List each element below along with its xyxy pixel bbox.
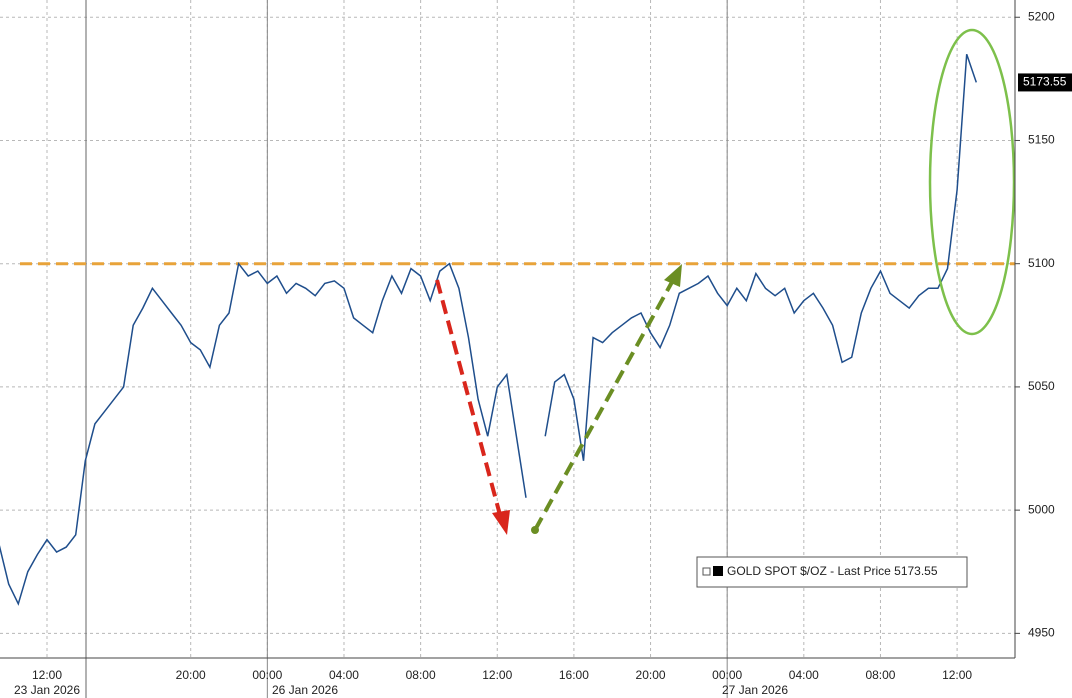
x-tick-label: 12:00: [482, 668, 512, 682]
x-tick-label: 04:00: [329, 668, 359, 682]
highlight-ellipse: [928, 28, 1016, 336]
price-line: [0, 261, 527, 606]
x-date-label: 26 Jan 2026: [272, 683, 338, 697]
x-tick-label: 20:00: [176, 668, 206, 682]
last-price-tag: [1018, 73, 1072, 92]
x-tick-label: 08:00: [865, 668, 895, 682]
down-arrow: [435, 279, 502, 516]
x-tick-label: 20:00: [636, 668, 666, 682]
plot: [0, 53, 1015, 606]
down-arrowhead: [492, 510, 510, 535]
legend-swatch: [713, 566, 723, 576]
x-tick-label: 00:00: [252, 668, 282, 682]
last-price-label: 5173.55: [1023, 75, 1067, 89]
x-tick-label: 08:00: [406, 668, 436, 682]
x-tick-label: 00:00: [712, 668, 742, 682]
arrow-origin: [531, 526, 539, 534]
x-tick-label: 12:00: [942, 668, 972, 682]
y-tick-label: 5050: [1028, 379, 1055, 393]
x-tick-label: 12:00: [32, 668, 62, 682]
y-tick-label: 5150: [1028, 133, 1055, 147]
price-line: [544, 53, 978, 461]
y-tick-label: 4950: [1028, 626, 1055, 640]
x-date-label: 23 Jan 2026: [14, 683, 80, 697]
up-arrowhead: [664, 264, 682, 287]
legend-label: GOLD SPOT $/OZ - Last Price 5173.55: [727, 564, 938, 578]
x-date-label: 27 Jan 2026: [722, 683, 788, 697]
y-tick-label: 5200: [1028, 9, 1055, 23]
legend-box: [696, 556, 968, 588]
x-tick-label: 04:00: [789, 668, 819, 682]
x-tick-label: 16:00: [559, 668, 589, 682]
legend: GOLD SPOT $/OZ - Last Price 5173.55: [696, 556, 968, 588]
legend-toggle: [702, 567, 711, 576]
y-tick-label: 5100: [1028, 256, 1055, 270]
y-tick-label: 5000: [1028, 502, 1055, 516]
up-arrow: [533, 281, 674, 531]
